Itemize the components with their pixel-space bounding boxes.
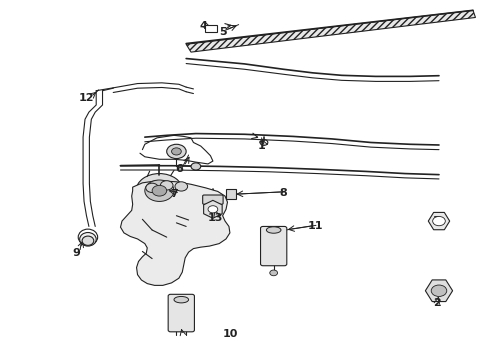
Polygon shape [186, 10, 474, 52]
Circle shape [166, 144, 186, 158]
Polygon shape [427, 212, 449, 230]
Circle shape [145, 183, 158, 193]
Circle shape [430, 285, 446, 296]
Text: 10: 10 [222, 329, 237, 339]
Circle shape [160, 181, 173, 190]
Text: 6: 6 [175, 164, 183, 174]
Text: 4: 4 [199, 21, 207, 31]
Text: 5: 5 [218, 27, 226, 37]
Polygon shape [203, 201, 222, 218]
Circle shape [144, 180, 174, 202]
Ellipse shape [80, 233, 96, 246]
Text: 8: 8 [279, 188, 286, 198]
Text: 9: 9 [73, 248, 81, 258]
FancyBboxPatch shape [260, 226, 286, 266]
Polygon shape [120, 181, 229, 285]
Ellipse shape [266, 227, 281, 233]
Ellipse shape [82, 236, 94, 246]
FancyBboxPatch shape [225, 189, 236, 199]
Circle shape [175, 182, 187, 191]
Text: 1: 1 [257, 141, 265, 151]
Text: 2: 2 [432, 298, 440, 308]
FancyBboxPatch shape [202, 195, 223, 204]
Circle shape [207, 206, 217, 213]
Text: 3: 3 [432, 216, 440, 226]
Circle shape [171, 148, 181, 155]
Circle shape [152, 185, 166, 196]
Circle shape [432, 216, 445, 226]
Polygon shape [425, 280, 452, 302]
Text: 7: 7 [170, 189, 178, 199]
FancyBboxPatch shape [204, 25, 216, 32]
FancyBboxPatch shape [168, 294, 194, 332]
Circle shape [269, 270, 277, 276]
Text: 11: 11 [306, 221, 322, 231]
Ellipse shape [174, 296, 188, 303]
Text: 13: 13 [207, 212, 223, 222]
Circle shape [136, 174, 183, 208]
Circle shape [191, 163, 201, 170]
Text: 12: 12 [79, 93, 94, 103]
